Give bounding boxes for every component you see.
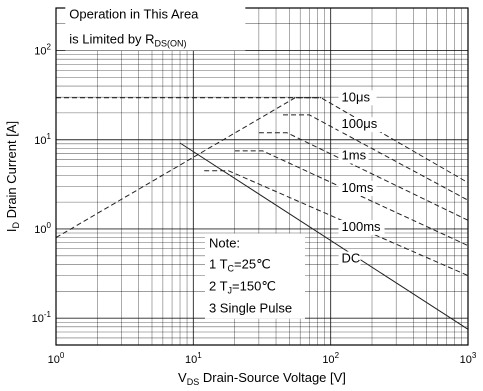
plot-frame [55,7,469,346]
note-line-2-post: =150℃ [232,278,276,293]
x-tick-label: 102 [322,351,339,366]
series-line-DC [179,142,469,330]
note-line-3: 3 Single Pulse [209,301,292,316]
note-title: Note: [209,235,240,250]
note-line-1-pre: 1 T [209,257,228,272]
y-axis-title-pre: I [4,229,19,233]
note-background [204,233,305,319]
y-tick-base: 10 [34,46,46,58]
x-tick-exponent: 2 [335,351,340,360]
series-label-bg [338,90,377,106]
x-tick-base: 10 [322,354,334,366]
note-box: Note: 1 TC=25℃ 2 TJ=150℃ 3 Single Pulse [204,233,305,319]
y-tick-base: 10 [34,224,46,236]
annotation-line-2-subscript: DS(ON) [155,38,187,48]
y-axis-title-post: Drain Current [A] [4,121,19,222]
series-labels: 10μs 100μs 1ms 10ms 100ms DC [338,89,385,267]
x-tick-label: 103 [460,351,477,366]
series-label-100us: 100μs [342,116,378,131]
y-tick-label: 101 [34,132,51,147]
y-tick-exponent: 2 [47,43,52,52]
annotation-line-2: is Limited by RDS(ON) [69,31,186,48]
x-tick-exponent: 3 [472,351,477,360]
y-tick-exponent: -1 [44,310,52,319]
annotation-line-2-text: is Limited by R [69,31,154,46]
x-tick-label: 101 [185,351,202,366]
series-label-10ms: 10ms [342,180,374,195]
annotation-background [65,5,246,51]
x-tick-base: 10 [460,354,472,366]
y-tick-label: 100 [34,221,51,236]
note-line-2-pre: 2 T [209,278,228,293]
note-line-2-sub: J [228,285,233,295]
x-axis-title-post: Drain-Source Voltage [V] [199,370,346,385]
series-label-bg [338,148,369,164]
series-label-1ms: 1ms [342,148,367,163]
series-label-bg [338,117,385,133]
x-tick-base: 10 [185,354,197,366]
x-tick-exponent: 0 [60,351,65,360]
series-line-100ms [204,170,469,277]
annotation-line-1: Operation in This Area [69,6,199,21]
y-tick-label: 10-1 [32,310,52,325]
y-axis-title-sub: D [11,222,21,229]
y-tick-base: 10 [34,135,46,147]
x-axis-title: VDS Drain-Source Voltage [V] [178,370,346,387]
y-tick-exponent: 1 [47,132,52,141]
note-line-1: 1 TC=25℃ [209,257,271,274]
y-axis-title: ID Drain Current [A] [4,121,21,232]
x-tick-base: 10 [48,354,60,366]
series-label-DC: DC [342,251,361,266]
y-tick-base: 10 [32,313,44,325]
y-tick-label: 102 [34,43,51,58]
x-tick-label: 100 [48,351,65,366]
note-line-1-sub: C [228,264,235,274]
series-line-1ms [258,132,469,221]
series-label-bg [338,180,377,196]
x-axis-title-sub: DS [187,377,200,387]
note-line-1-post: =25℃ [234,257,271,272]
x-tick-exponent: 1 [197,351,202,360]
x-axis-title-pre: V [178,370,187,385]
series-line-100us [283,114,469,201]
note-line-2: 2 TJ=150℃ [209,278,276,295]
series-label-100ms: 100ms [342,219,382,234]
series-label-bg [338,251,361,267]
series-label-10us: 10μs [342,89,371,104]
annotation: Operation in This Area is Limited by RDS… [65,5,246,51]
series-label-bg [338,219,385,235]
series-lines [55,97,469,330]
series-line-10ms [234,150,469,247]
y-tick-exponent: 0 [47,221,52,230]
